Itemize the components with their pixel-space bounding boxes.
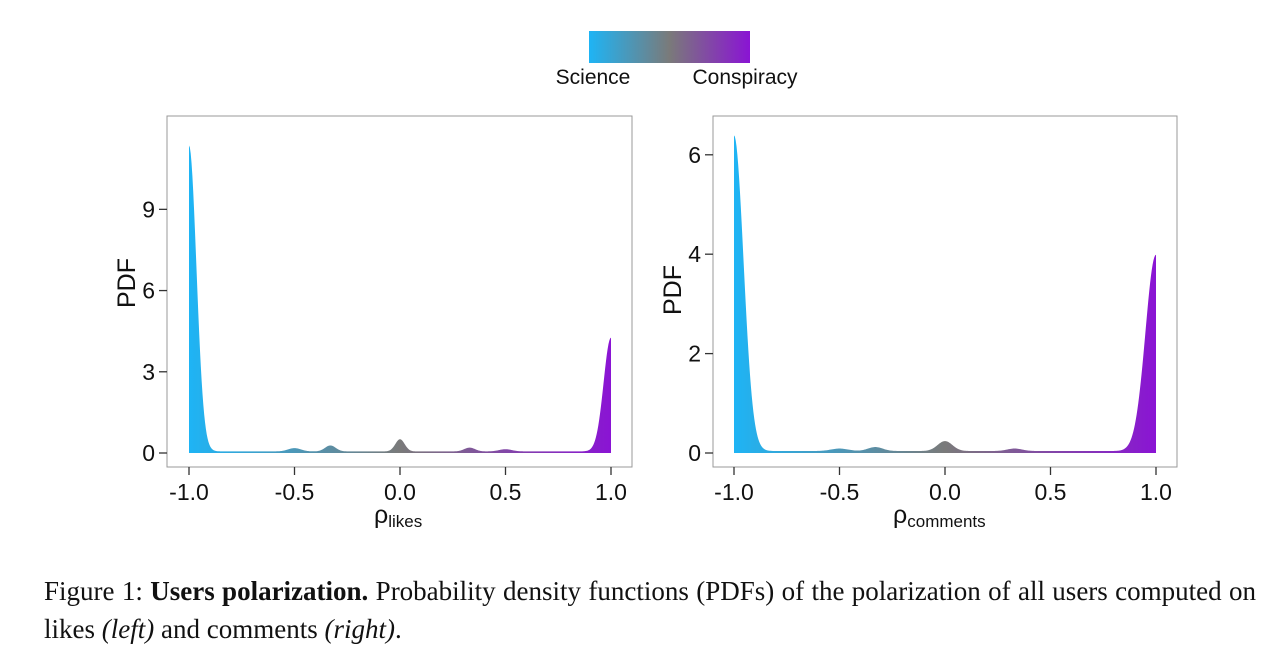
y-tick-label: 3 bbox=[142, 359, 155, 385]
legend-label-science: Science bbox=[556, 66, 631, 89]
legend-color-bar bbox=[589, 31, 750, 63]
x-axis: -1.0 -0.5 0.0 0.5 1.0 bbox=[714, 467, 1172, 505]
chart-panel-likes: 0 3 6 9 -1.0 -0.5 0.0 0.5 1.0 PDF ρlikes bbox=[113, 115, 633, 531]
x-axis-label: ρlikes bbox=[374, 501, 422, 531]
caption-italic-right: (right) bbox=[324, 614, 395, 644]
legend: Science Conspiracy bbox=[556, 31, 798, 89]
x-tick-label: 0.5 bbox=[1035, 479, 1067, 505]
y-tick-label: 0 bbox=[688, 440, 701, 466]
density-area bbox=[734, 135, 1156, 453]
caption-prefix: Figure 1: bbox=[44, 576, 151, 606]
x-axis: -1.0 -0.5 0.0 0.5 1.0 bbox=[169, 467, 627, 505]
x-tick-label: 0.5 bbox=[490, 479, 522, 505]
x-tick-label: -1.0 bbox=[714, 479, 754, 505]
figure-caption: Figure 1: Users polarization. Probabilit… bbox=[44, 572, 1256, 648]
plot-frame bbox=[166, 115, 633, 468]
y-tick-label: 2 bbox=[688, 341, 701, 367]
density-area bbox=[189, 145, 611, 453]
y-tick-label: 6 bbox=[688, 142, 701, 168]
x-tick-label: 0.0 bbox=[384, 479, 416, 505]
x-tick-label: 1.0 bbox=[1140, 479, 1172, 505]
y-tick-label: 0 bbox=[142, 440, 155, 466]
x-axis-label: ρcomments bbox=[893, 501, 986, 531]
y-axis: 0 2 4 6 bbox=[688, 142, 713, 466]
caption-text-2: and comments bbox=[154, 614, 325, 644]
caption-italic-left: (left) bbox=[101, 614, 155, 644]
y-tick-label: 9 bbox=[142, 196, 155, 222]
y-axis-label: PDF bbox=[113, 258, 141, 308]
y-tick-label: 4 bbox=[688, 241, 701, 267]
x-tick-label: -1.0 bbox=[169, 479, 209, 505]
plot-frame bbox=[712, 115, 1178, 468]
y-axis: 0 3 6 9 bbox=[142, 196, 167, 466]
chart-panel-comments: 0 2 4 6 -1.0 -0.5 0.0 0.5 1.0 PDF ρcomments bbox=[659, 115, 1178, 531]
caption-text-3: . bbox=[394, 614, 402, 644]
x-tick-label: -0.5 bbox=[820, 479, 860, 505]
x-tick-label: 1.0 bbox=[595, 479, 627, 505]
x-tick-label: 0.0 bbox=[929, 479, 961, 505]
caption-title: Users polarization. bbox=[150, 576, 369, 606]
caption-text-1: Probability density functions (PDFs) of … bbox=[44, 576, 1256, 644]
x-tick-label: -0.5 bbox=[275, 479, 315, 505]
y-tick-label: 6 bbox=[142, 278, 155, 304]
y-axis-label: PDF bbox=[659, 265, 687, 315]
legend-label-conspiracy: Conspiracy bbox=[692, 66, 798, 89]
